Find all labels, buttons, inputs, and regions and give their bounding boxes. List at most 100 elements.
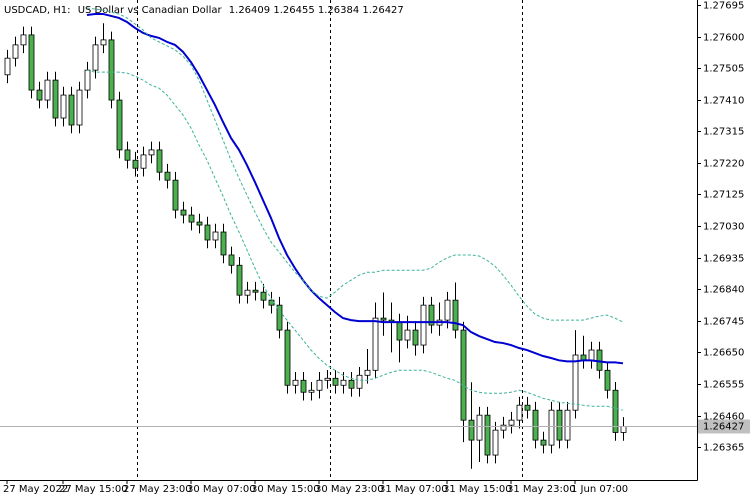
candle-body xyxy=(236,264,243,296)
candle-body xyxy=(476,414,483,441)
x-tick-label: 31 May 23:00 xyxy=(507,484,576,495)
candle-body xyxy=(188,214,195,223)
candle-body xyxy=(268,299,275,306)
candle-body xyxy=(604,369,611,391)
candle-body xyxy=(76,89,83,126)
y-tick-label: 1.26935 xyxy=(703,254,744,265)
y-tick-label: 1.27695 xyxy=(703,1,744,12)
candles xyxy=(4,23,627,469)
description: US Dollar vs Canadian Dollar xyxy=(78,5,223,16)
y-tick-label: 1.27600 xyxy=(703,33,744,44)
y-tick-label: 1.27505 xyxy=(703,64,744,75)
symbol: USDCAD, H1: xyxy=(4,5,71,16)
y-tick-label: 1.27030 xyxy=(703,222,744,233)
candle-body xyxy=(228,254,235,266)
candle-body xyxy=(52,79,59,119)
candle-body xyxy=(404,329,411,341)
current-price-label: 1.26427 xyxy=(703,422,744,433)
candle-body xyxy=(484,414,491,456)
header-open: 1.26409 xyxy=(229,5,270,16)
envelope-line xyxy=(86,69,624,411)
chart-header: USDCAD, H1: US Dollar vs Canadian Dollar… xyxy=(4,5,404,16)
candle-body xyxy=(308,389,315,393)
candle-body xyxy=(340,379,347,386)
candle-body xyxy=(572,354,579,411)
candle-body xyxy=(460,329,467,421)
header-high: 1.26455 xyxy=(273,5,314,16)
y-tick-label: 1.26365 xyxy=(703,443,744,454)
candle-body xyxy=(588,349,595,361)
x-tick-label: 1 Jun 07:00 xyxy=(571,484,628,495)
current-price-box xyxy=(698,419,750,434)
y-tick-label: 1.26650 xyxy=(703,348,744,359)
candle-body xyxy=(28,34,35,91)
candle-body xyxy=(452,299,459,331)
candle-body xyxy=(372,317,379,371)
candle-body xyxy=(380,317,387,321)
y-tick-label: 1.26460 xyxy=(703,412,744,423)
candle-body xyxy=(92,44,99,71)
candle-body xyxy=(332,377,339,386)
y-tick-label: 1.26555 xyxy=(703,380,744,391)
candle-body xyxy=(540,439,547,446)
candle-body xyxy=(364,369,371,376)
candle-body xyxy=(204,224,211,241)
x-tick-label: 31 May 15:00 xyxy=(443,484,512,495)
candle-body xyxy=(468,419,475,441)
candle-body xyxy=(244,289,251,296)
candle-body xyxy=(444,299,451,321)
candle-body xyxy=(396,321,403,341)
candle-body xyxy=(156,149,163,173)
candle-body xyxy=(20,34,27,46)
candle-body xyxy=(60,94,67,119)
x-tick-label: 31 May 07:00 xyxy=(379,484,448,495)
candle-body xyxy=(316,379,323,391)
candle-body xyxy=(500,424,507,431)
y-tick-label: 1.26745 xyxy=(703,317,744,328)
y-tick-label: 1.27410 xyxy=(703,96,744,107)
candle-body xyxy=(132,159,139,169)
candle-body xyxy=(564,409,571,441)
candle-body xyxy=(556,409,563,441)
candle-body xyxy=(148,149,155,156)
candle-body xyxy=(212,231,219,241)
y-tick-label: 1.27125 xyxy=(703,190,744,201)
candle-body xyxy=(276,304,283,331)
candle-body xyxy=(172,179,179,211)
x-tick-label: 27 May 23:00 xyxy=(123,484,192,495)
candle-body xyxy=(348,379,355,389)
candle-body xyxy=(548,409,555,446)
candle-body xyxy=(84,69,91,91)
header-low: 1.26384 xyxy=(318,5,359,16)
candle-body xyxy=(124,149,131,161)
candle-body xyxy=(412,329,419,346)
candle-body xyxy=(36,89,43,101)
candle-body xyxy=(4,57,11,76)
candle-body xyxy=(356,374,363,389)
x-tick-label: 27 May 2022 xyxy=(3,484,68,495)
candle-body xyxy=(508,419,515,426)
candle-body xyxy=(140,154,147,169)
candle-body xyxy=(180,209,187,216)
candle-body xyxy=(100,39,107,46)
candle-body xyxy=(612,389,619,433)
candle-body xyxy=(532,409,539,441)
x-tick-label: 30 May 15:00 xyxy=(251,484,320,495)
header-close: 1.26427 xyxy=(362,5,403,16)
candle-body xyxy=(492,429,499,456)
candle-body xyxy=(516,404,523,421)
moving-average-line xyxy=(86,12,624,365)
candle-body xyxy=(108,39,115,101)
candle-body xyxy=(12,44,19,59)
candle-body xyxy=(196,221,203,226)
x-tick-label: 30 May 07:00 xyxy=(187,484,256,495)
candle-body xyxy=(292,379,299,386)
candle-body xyxy=(300,379,307,393)
x-tick-label: 27 May 15:00 xyxy=(59,484,128,495)
candle-body xyxy=(284,329,291,386)
candle-body xyxy=(324,377,331,381)
y-tick-label: 1.26840 xyxy=(703,285,744,296)
candle-body xyxy=(116,99,123,151)
